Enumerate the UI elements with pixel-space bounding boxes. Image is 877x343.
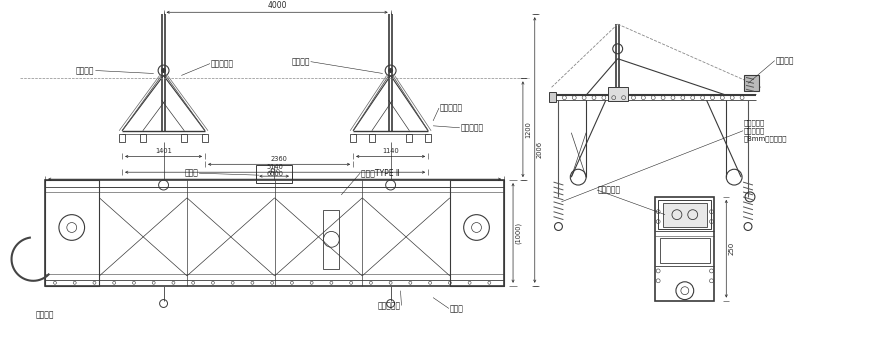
- Bar: [323, 210, 339, 269]
- Bar: [743, 75, 758, 91]
- Bar: [256, 165, 291, 183]
- Text: 安全钉丝绳: 安全钉丝绳: [210, 59, 234, 68]
- Text: 上限位装置: 上限位装置: [597, 186, 620, 194]
- Circle shape: [389, 69, 392, 72]
- Bar: [45, 180, 503, 286]
- Text: 主钉丝绳及
安全钉丝绳
（8mm夸夹固定）: 主钉丝绳及 安全钉丝绳 （8mm夸夹固定）: [743, 120, 787, 142]
- Text: 万向轮: 万向轮: [449, 304, 463, 313]
- Bar: [45, 180, 99, 286]
- Bar: [662, 203, 706, 226]
- Text: (1000): (1000): [515, 222, 521, 244]
- Text: 250: 250: [727, 242, 733, 255]
- Text: 上限位装置: 上限位装置: [460, 123, 483, 132]
- Text: 1401: 1401: [155, 149, 172, 154]
- Bar: [350, 134, 356, 142]
- Text: 主钉丝绳: 主钉丝绳: [76, 66, 95, 75]
- Text: 6000: 6000: [266, 171, 282, 177]
- Bar: [658, 200, 710, 229]
- Bar: [548, 92, 556, 102]
- Text: 5140: 5140: [267, 164, 283, 170]
- Bar: [406, 134, 412, 142]
- Text: 1200: 1200: [524, 121, 531, 138]
- Bar: [119, 134, 125, 142]
- Text: 下限位挡块: 下限位挡块: [377, 301, 400, 310]
- Bar: [202, 134, 208, 142]
- Text: 4000: 4000: [267, 1, 287, 10]
- Text: 安全锁TYPE Ⅱ: 安全锁TYPE Ⅱ: [360, 169, 399, 178]
- Text: 电源电缆: 电源电缆: [36, 311, 54, 320]
- Bar: [424, 134, 431, 142]
- Text: 花笼螺丝: 花笼螺丝: [774, 56, 793, 65]
- Text: 主钉丝绳: 主钉丝绳: [291, 57, 310, 66]
- Bar: [654, 197, 714, 300]
- Bar: [449, 180, 503, 286]
- Text: 420: 420: [267, 169, 280, 174]
- Circle shape: [161, 69, 166, 72]
- Text: 1140: 1140: [381, 149, 398, 154]
- Bar: [182, 134, 187, 142]
- Text: 控制笱: 控制笱: [184, 169, 198, 178]
- Text: 安全钉丝绳: 安全钉丝绳: [439, 104, 462, 113]
- Text: 2360: 2360: [270, 156, 287, 162]
- Bar: [368, 134, 374, 142]
- Bar: [660, 238, 709, 263]
- Text: 2006: 2006: [536, 142, 542, 158]
- Bar: [139, 134, 146, 142]
- Bar: [607, 87, 627, 101]
